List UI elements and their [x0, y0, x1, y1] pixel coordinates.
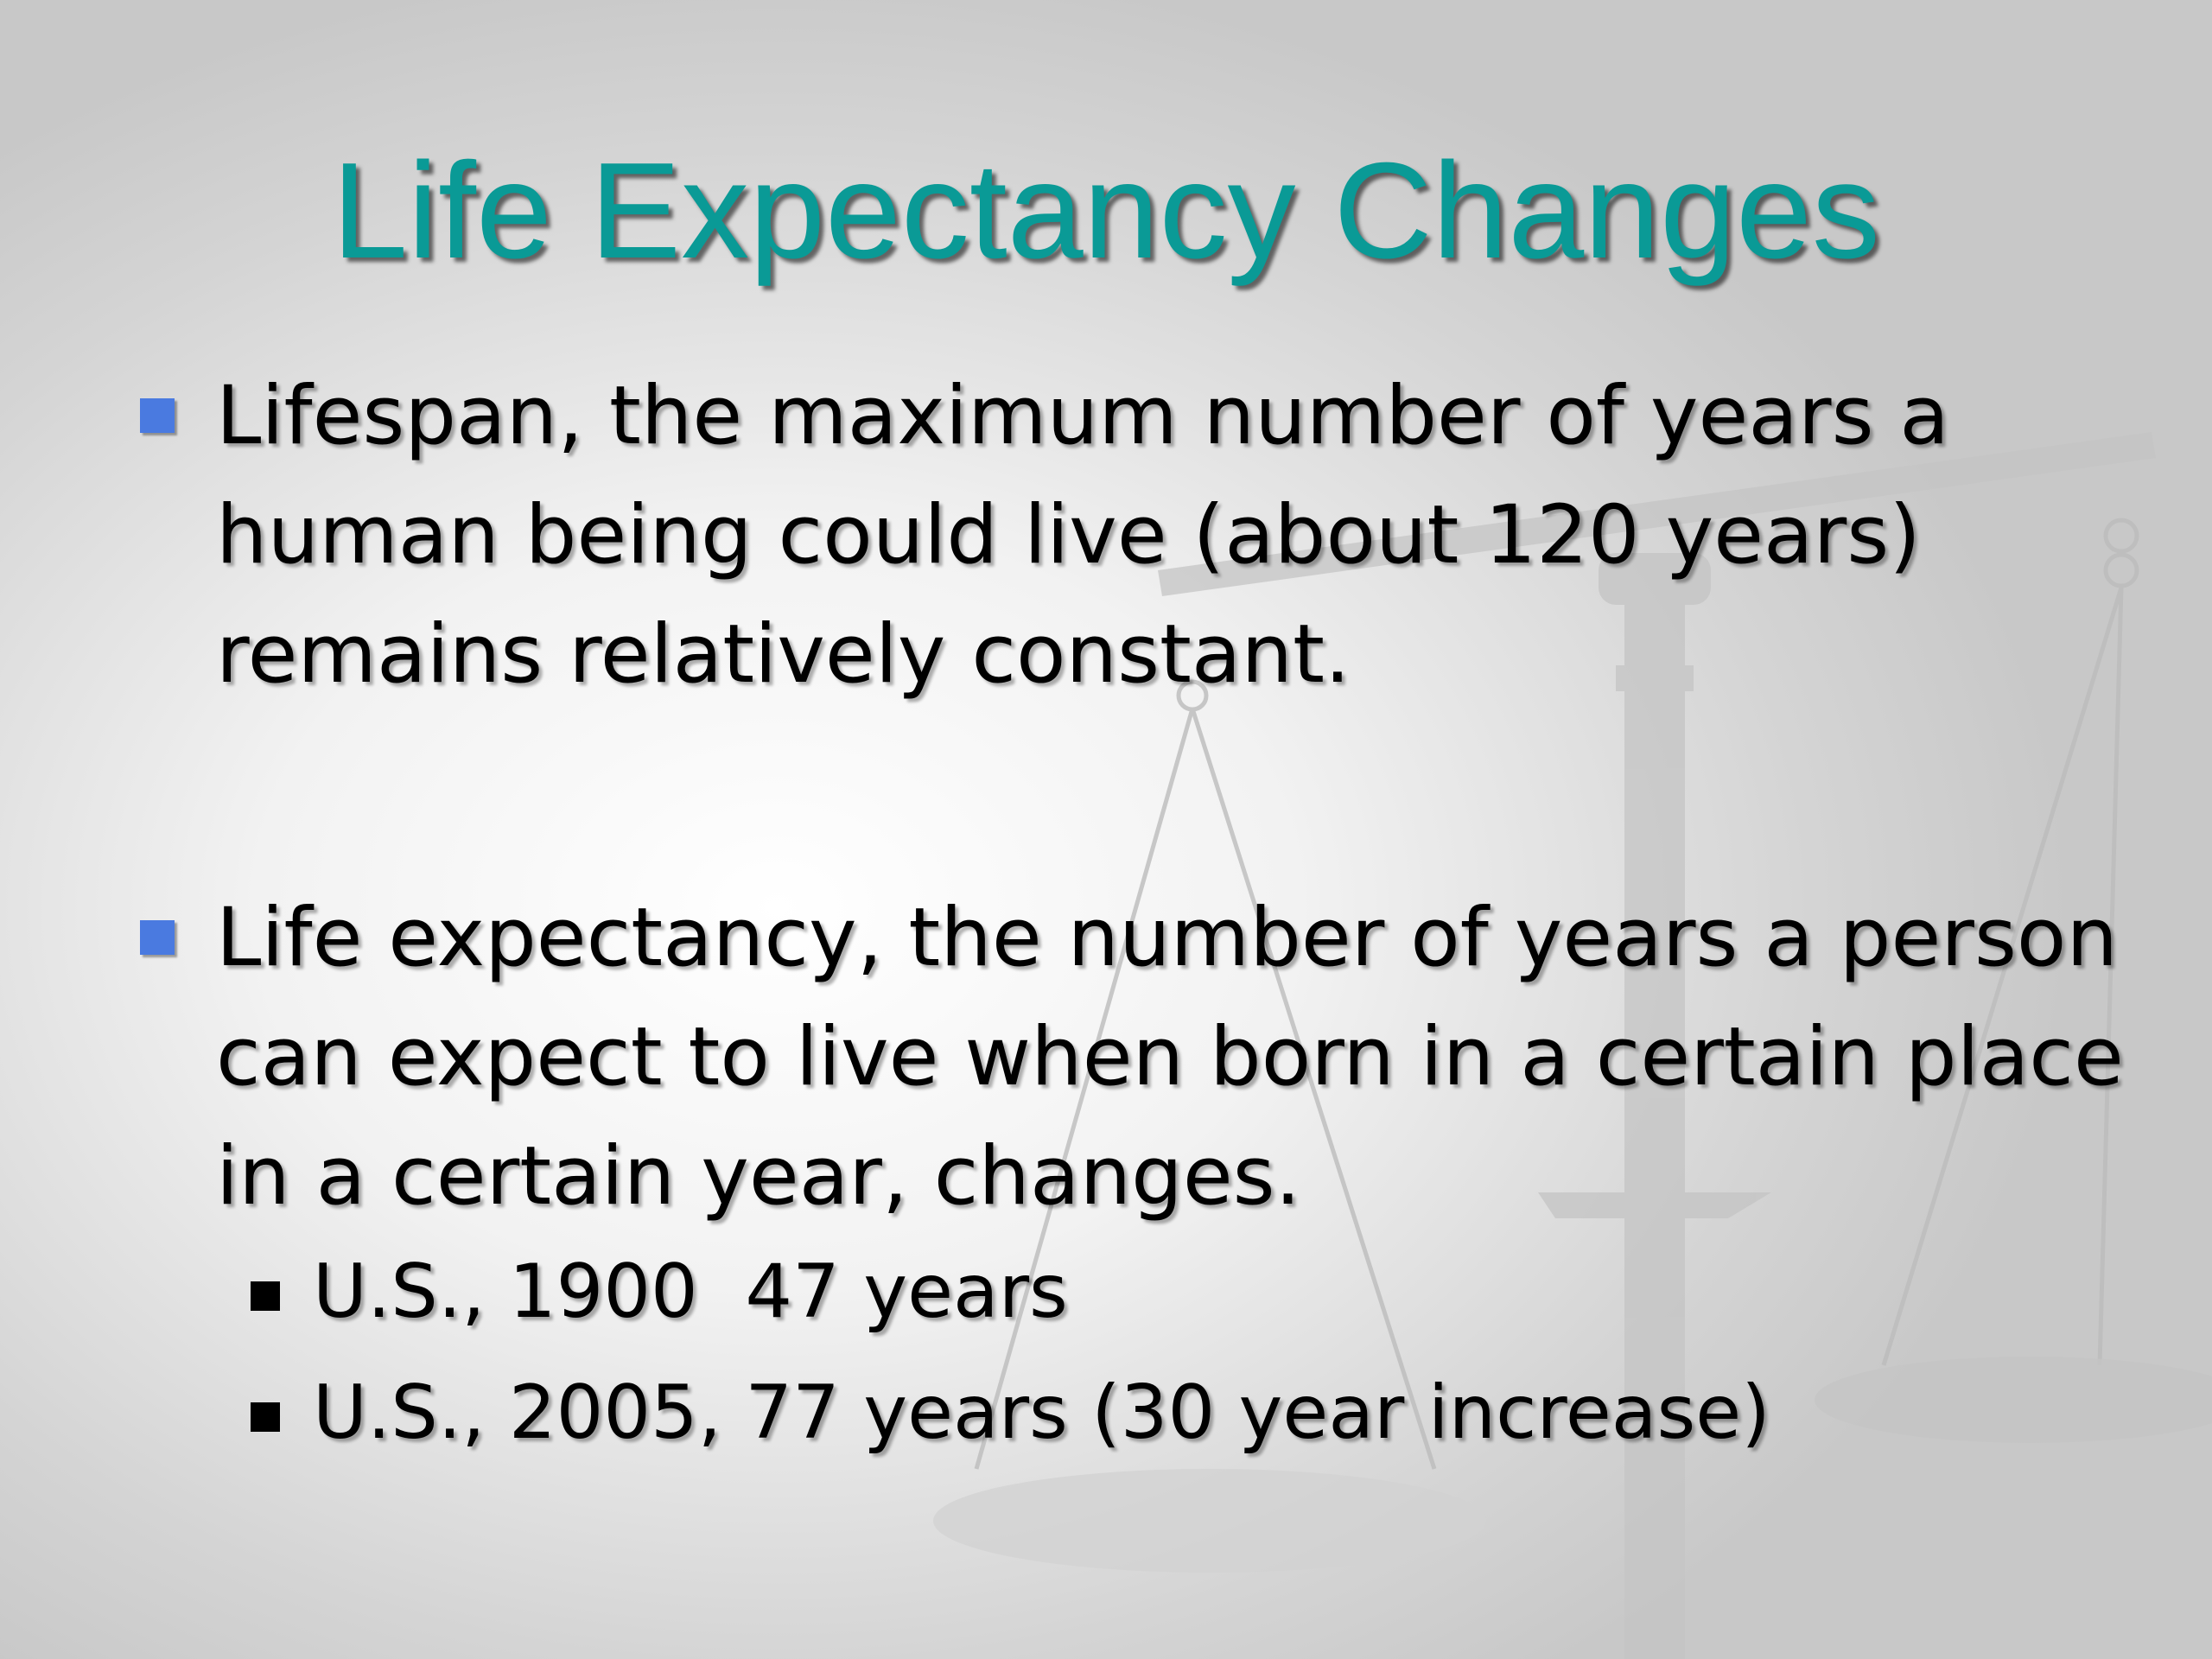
bullet: Life expectancy, the number of years a p… — [140, 879, 2160, 1236]
slide-title: Life Expectancy Changes — [332, 135, 1880, 287]
sub-bullet: U.S., 1900 47 years — [251, 1231, 2127, 1352]
sub-bullet: U.S., 2005, 77 years (30 year increase) — [251, 1352, 2127, 1473]
bullet: Lifespan, the maximum number of years a … — [140, 357, 2160, 715]
